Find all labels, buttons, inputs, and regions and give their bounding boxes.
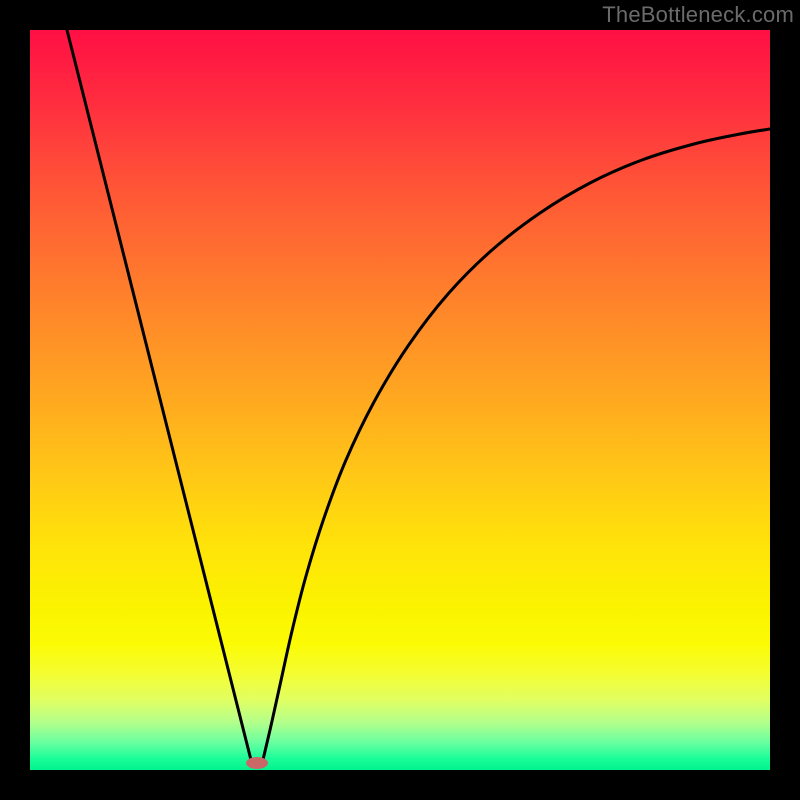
watermark-text: TheBottleneck.com	[602, 2, 794, 28]
bottleneck-chart	[0, 0, 800, 800]
plot-area-background	[30, 30, 770, 770]
chart-container: TheBottleneck.com	[0, 0, 800, 800]
optimum-marker	[246, 757, 268, 769]
